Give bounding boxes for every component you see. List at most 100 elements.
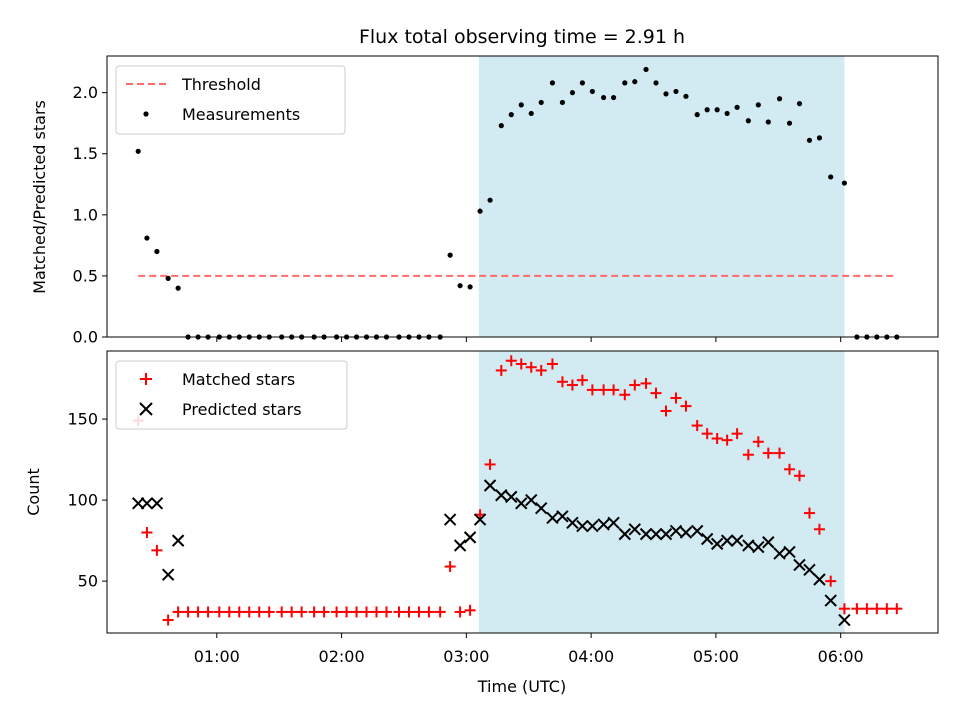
predicted-stars-point [161,568,175,581]
x-axis-label: Time (UTC) [477,677,566,696]
measurements-point [841,180,848,186]
measurements-point [569,90,576,96]
matched-stars-point [535,364,547,376]
ratio-legend: Threshold Measurements [115,65,346,135]
matched-stars-point [576,374,588,386]
matched-stars-point [393,606,405,618]
chart-title: Flux total observing time = 2.91 h [359,26,685,48]
y-tick-label: 150 [67,410,98,429]
matched-stars-point [556,376,568,388]
count-marks [131,355,903,627]
matched-stars-point [318,606,330,618]
predicted-stars-point [639,527,653,541]
predicted-stars-point [586,519,599,533]
legend-matched-label: Matched stars [182,370,295,389]
matched-stars-point [721,434,733,446]
predicted-stars-point [140,497,154,510]
legend-predicted-label: Predicted stars [182,400,302,419]
legend-matched-swatch [140,373,152,385]
predicted-stars-point [803,563,816,577]
matched-stars-point [172,606,184,618]
predicted-stars-point [710,537,724,551]
count-axis-ticks: 50 100 150 [67,410,842,638]
predicted-stars-point [720,534,734,547]
y-tick-label: 50 [78,572,98,591]
matched-stars-point [423,606,435,618]
matched-stars-point [871,603,883,615]
matched-stars-point [202,606,214,618]
measurements-point [786,120,793,126]
measurements-point [776,96,783,102]
ratio-panel: 0.00.51.01.52.0 Matched/Predicted stars … [30,55,939,347]
matched-stars-point [598,384,610,396]
measurements-point [508,112,514,118]
legend-measurements-label: Measurements [182,105,300,124]
matched-stars-point [444,561,456,573]
y-tick-label: 1.5 [73,144,98,163]
measurements-point [816,135,823,141]
matched-stars-point [566,379,578,391]
matched-stars-point [233,606,245,618]
count-legend: Matched stars Predicted stars [115,360,348,430]
matched-stars-point [253,606,265,618]
predicted-stars-point [171,534,185,547]
measurements-point [165,275,171,281]
measurements-point [653,80,659,86]
x-tick-label: 04:00 [568,647,614,666]
matched-stars-point [881,603,893,615]
measurements-point [447,252,453,258]
predicted-stars-point [150,497,164,510]
matched-stars-point [464,604,476,616]
matched-stars-point [742,449,754,461]
predicted-stars-point [607,516,620,530]
legend-box [115,65,346,135]
matched-stars-point [380,606,392,618]
measurements-point [457,283,463,289]
matched-stars-point [546,358,558,370]
predicted-stars-point [463,531,477,544]
matched-stars-point [286,606,298,618]
predicted-stars-point [762,536,775,549]
matched-stars-point [505,355,517,367]
ratio-axes-frame [106,55,939,338]
observing-window-span [478,351,845,633]
measurements-point [714,107,720,113]
measurements-point [498,123,504,129]
predicted-stars-point [453,539,467,552]
matched-stars-point [413,606,425,618]
predicted-stars-point [700,532,714,546]
measurements-point [755,102,761,108]
x-axis-ticks: 01:00 02:00 03:00 04:00 05:00 06:00 [194,647,864,666]
matched-stars-point [586,384,598,396]
observing-window-span [478,56,845,337]
matched-stars-point [691,420,703,432]
matched-stars-point [640,377,652,389]
measurements-point [135,148,141,154]
predicted-stars-point [838,613,851,627]
predicted-stars-point [649,527,663,541]
measurements-point [467,284,473,290]
predicted-stars-point [597,518,610,531]
matched-stars-point [650,387,662,399]
predicted-stars-point [566,516,579,530]
predicted-stars-point [546,511,559,525]
predicted-stars-point [793,558,806,572]
legend-threshold-label: Threshold [181,75,261,94]
predicted-stars-point [443,513,457,526]
measurements-point [487,197,493,203]
measurements-point [538,99,544,106]
predicted-stars-point [773,547,786,560]
measurements-point [549,80,556,86]
measurements-point [724,110,730,117]
predicted-stars-point [576,519,589,533]
matched-stars-point [296,606,308,618]
predicted-stars-point [483,479,497,492]
matched-stars-point [762,447,774,459]
matched-stars-point [608,384,620,396]
predicted-stars-point [535,501,548,515]
predicted-stars-point [783,545,796,559]
measurements-point [518,102,524,108]
matched-stars-point [276,606,288,618]
measurements-point [477,208,483,214]
y-tick-label: 0.5 [73,266,98,285]
